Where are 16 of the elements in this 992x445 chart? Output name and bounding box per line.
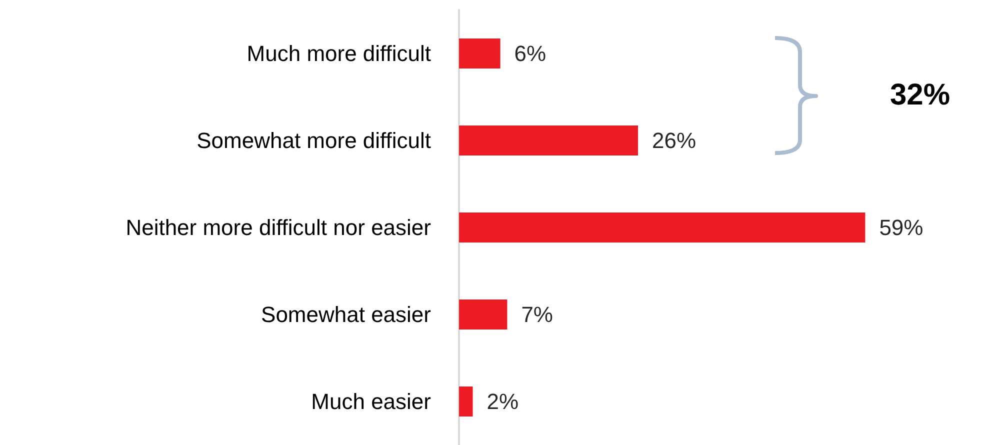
y-tick-label: Somewhat more difficult [196,128,431,153]
data-label: 6% [514,41,546,66]
data-label: 2% [486,389,519,414]
bar [459,300,508,330]
bar [459,38,500,68]
text: 32% [890,78,950,112]
y-tick-label: Somewhat easier [261,302,431,327]
data-label: 59% [879,215,924,240]
bar [459,126,638,156]
y-tick-label: Much more difficult [246,41,431,66]
bar [459,386,473,416]
y-tick-label: Much easier [311,389,431,414]
bar [459,212,866,242]
data-label: 26% [652,128,696,153]
data-label: 7% [521,302,553,327]
y-tick-label: Neither more difficult nor easier [126,215,431,240]
